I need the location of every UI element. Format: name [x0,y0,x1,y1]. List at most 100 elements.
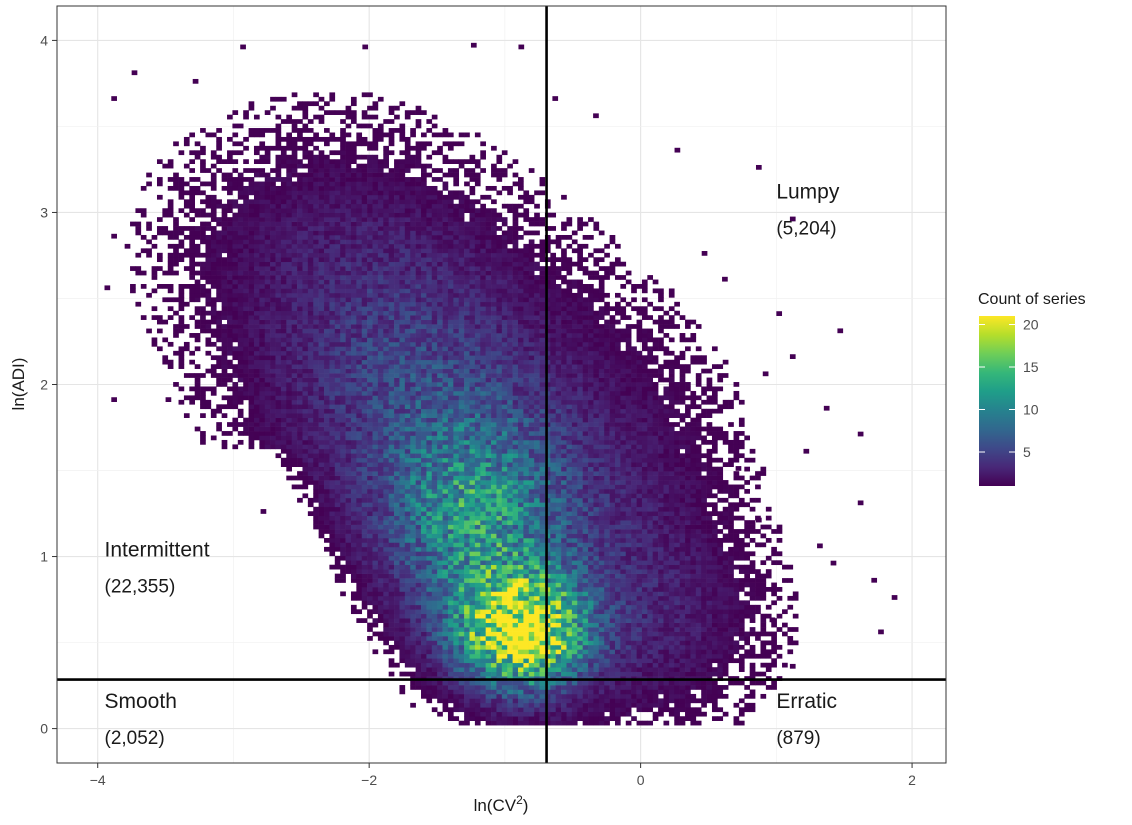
density-cell [372,208,379,214]
density-cell [340,333,346,338]
density-cell [394,203,400,209]
density-cell [399,243,406,249]
density-cell [388,346,395,352]
density-cell [345,493,352,499]
density-cell [453,261,460,267]
density-cell [453,373,460,378]
density-cell [324,234,330,240]
density-cell [183,136,190,142]
density-cell [361,506,368,512]
density-cell [426,399,433,405]
density-cell [447,658,454,664]
density-cell [227,319,233,325]
density-cell [210,279,217,285]
density-cell [178,252,185,258]
density-cell [442,221,449,227]
density-cell [259,252,266,258]
density-cell [469,569,476,574]
density-cell [464,435,470,441]
density-cell [280,243,287,249]
density-cell [313,435,319,441]
density-cell [280,315,287,320]
density-cell [194,248,201,254]
density-cell [458,502,465,508]
density-cell [383,502,389,508]
density-cell [275,310,282,316]
density-cell [399,644,406,650]
density-cell [426,480,433,485]
density-cell [464,515,470,521]
density-cell [302,315,309,320]
density-cell [431,408,438,414]
density-cell [356,221,363,227]
density-cell [404,373,411,378]
density-cell [458,266,465,271]
density-cell [350,542,357,548]
density-cell [232,159,239,164]
density-cell [156,194,163,200]
density-cell [291,266,298,271]
density-cell [345,408,352,414]
density-cell [458,506,465,512]
density-cell [313,261,319,267]
density-cell [458,475,465,481]
density-cell [334,324,341,329]
density-cell [372,315,379,320]
density-cell [216,248,222,254]
density-cell [388,185,395,191]
density-cell [394,480,400,485]
density-cell [253,266,260,271]
density-cell [334,301,341,307]
density-cell [243,110,249,115]
density-cell [334,270,341,276]
density-cell [167,177,174,182]
density-cell [447,582,454,588]
density-cell [383,355,389,361]
density-cell [410,364,416,369]
density-cell [151,288,158,294]
density-cell [286,390,292,396]
density-cell [372,431,379,436]
density-cell [291,386,298,392]
density-cell [253,279,260,285]
density-cell [399,613,406,619]
density-cell [156,226,163,231]
density-cell [350,337,357,343]
density-cell [356,377,363,383]
density-cell [464,382,470,387]
density-cell [253,114,260,120]
density-cell [431,239,438,245]
density-cell [410,306,416,312]
density-cell [367,319,373,325]
density-cell [243,248,249,254]
density-cell [302,181,309,187]
density-cell [329,319,336,325]
density-cell [253,364,260,369]
density-cell [356,310,363,316]
density-cell [394,560,400,566]
density-cell [394,497,400,503]
density-cell [270,315,276,320]
density-cell [318,350,325,356]
density-cell [453,685,460,690]
density-cell [334,399,341,405]
density-cell [227,230,233,236]
density-cell [421,453,427,459]
density-cell [356,190,363,196]
density-cell [324,257,330,263]
density-cell [453,609,460,615]
density-cell [253,359,260,365]
density-cell [227,324,233,329]
density-cell [232,132,239,138]
density-cell [280,248,287,254]
density-cell [394,644,400,650]
density-cell [458,275,465,280]
density-cell [329,439,336,445]
density-cell [270,408,276,414]
density-cell [453,537,460,543]
density-cell [426,337,433,343]
density-cell [404,377,411,383]
density-cell [135,252,142,258]
density-cell [356,475,363,481]
density-cell [178,359,185,365]
